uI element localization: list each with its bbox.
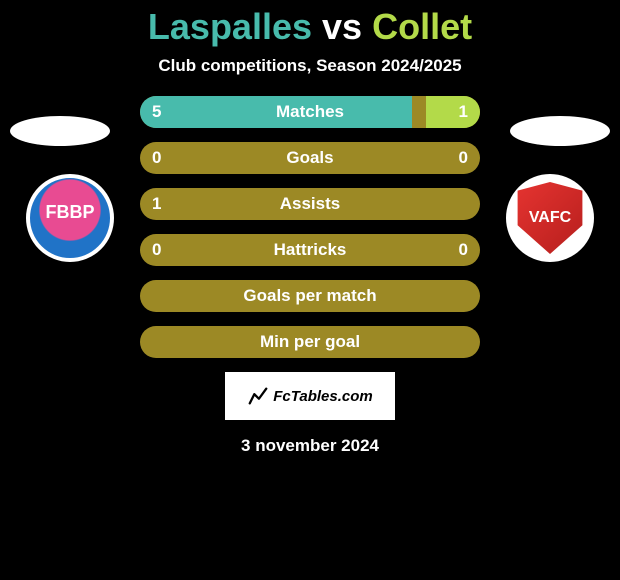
bar-label: Assists bbox=[140, 188, 480, 220]
placeholder-ellipse-right bbox=[510, 116, 610, 146]
site-badge: FcTables.com bbox=[225, 372, 395, 420]
stat-bars: 51Matches 00Goals 1Assists 00Hattricks Goals… bbox=[140, 96, 480, 358]
main-content: FBBP VAFC 51Matches 00Goals 1Assists 00Hatt… bbox=[0, 96, 620, 456]
bar-label: Hattricks bbox=[140, 234, 480, 266]
site-name: FcTables.com bbox=[273, 388, 372, 405]
team-badge-right: VAFC bbox=[506, 174, 594, 262]
fbbp-logo: FBBP bbox=[26, 174, 114, 262]
title-left-player: Laspalles bbox=[148, 6, 312, 47]
placeholder-ellipse-left bbox=[10, 116, 110, 146]
vafc-shield: VAFC bbox=[514, 182, 586, 254]
title-vs: vs bbox=[322, 6, 362, 47]
comparison-title: Laspalles vs Collet bbox=[0, 0, 620, 48]
vafc-logo: VAFC bbox=[506, 174, 594, 262]
title-right-player: Collet bbox=[372, 6, 472, 47]
stat-row: Min per goal bbox=[140, 326, 480, 358]
stat-row: 51Matches bbox=[140, 96, 480, 128]
team-left-abbr: FBBP bbox=[46, 202, 95, 223]
bar-label: Goals bbox=[140, 142, 480, 174]
stat-row: 00Hattricks bbox=[140, 234, 480, 266]
bar-label: Goals per match bbox=[140, 280, 480, 312]
stat-row: 1Assists bbox=[140, 188, 480, 220]
footer-date: 3 november 2024 bbox=[0, 436, 620, 456]
team-badge-left: FBBP bbox=[26, 174, 114, 262]
subtitle: Club competitions, Season 2024/2025 bbox=[0, 56, 620, 76]
stat-row: Goals per match bbox=[140, 280, 480, 312]
team-right-abbr: VAFC bbox=[529, 209, 571, 227]
chart-icon bbox=[247, 385, 269, 407]
stat-row: 00Goals bbox=[140, 142, 480, 174]
bar-label: Min per goal bbox=[140, 326, 480, 358]
bar-label: Matches bbox=[140, 96, 480, 128]
